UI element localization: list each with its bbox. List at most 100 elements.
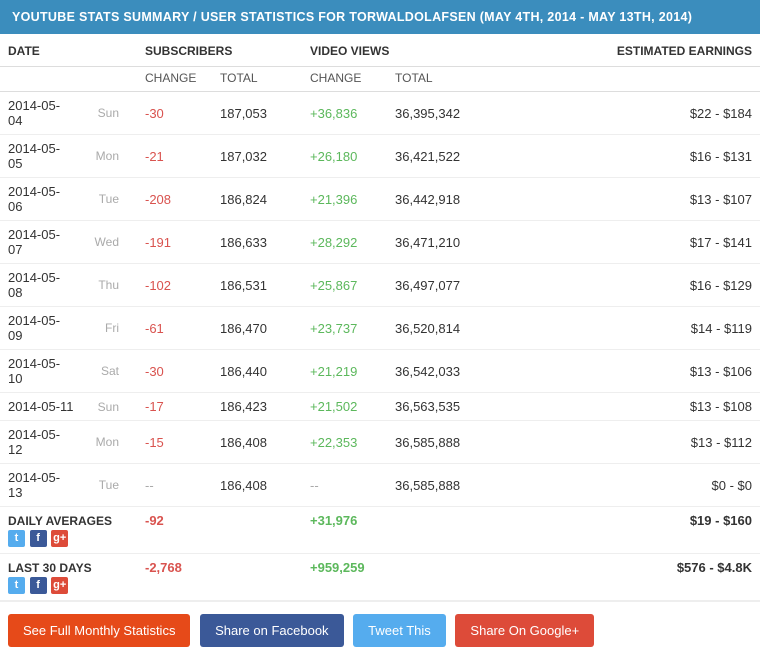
cell-view-total: 36,421,522: [387, 135, 497, 178]
table-row: 2014-05-10Sat-30186,440+21,21936,542,033…: [0, 350, 760, 393]
cell-view-total: 36,442,918: [387, 178, 497, 221]
cell-day: Tue: [82, 178, 137, 221]
share-gplus-button[interactable]: Share On Google+: [455, 614, 594, 647]
cell-view-total: 36,395,342: [387, 92, 497, 135]
cell-earnings: $13 - $112: [497, 421, 760, 464]
subhead-view-change: CHANGE: [302, 67, 387, 92]
cell-view-change: +26,180: [302, 135, 387, 178]
cell-date: 2014-05-09: [0, 307, 82, 350]
cell-earnings: $13 - $106: [497, 350, 760, 393]
last30-sub: -2,768: [137, 554, 212, 578]
daily-avg-label: DAILY AVERAGES: [0, 507, 137, 531]
cell-day: Sat: [82, 350, 137, 393]
table-row: 2014-05-07Wed-191186,633+28,29236,471,21…: [0, 221, 760, 264]
cell-sub-total: 187,053: [212, 92, 302, 135]
cell-sub-change: -21: [137, 135, 212, 178]
cell-sub-total: 186,531: [212, 264, 302, 307]
table-row: 2014-05-12Mon-15186,408+22,35336,585,888…: [0, 421, 760, 464]
cell-date: 2014-05-11: [0, 393, 82, 421]
last30-view: +959,259: [302, 554, 387, 578]
table-row: 2014-05-09Fri-61186,470+23,73736,520,814…: [0, 307, 760, 350]
daily-avg-sub: -92: [137, 507, 212, 531]
cell-day: Mon: [82, 421, 137, 464]
table-row: 2014-05-04Sun-30187,053+36,83636,395,342…: [0, 92, 760, 135]
cell-sub-change: -30: [137, 350, 212, 393]
cell-view-change: +22,353: [302, 421, 387, 464]
cell-view-change: +28,292: [302, 221, 387, 264]
cell-sub-total: 187,032: [212, 135, 302, 178]
cell-view-total: 36,471,210: [387, 221, 497, 264]
cell-sub-change: -61: [137, 307, 212, 350]
cell-day: Tue: [82, 464, 137, 507]
cell-sub-total: 186,633: [212, 221, 302, 264]
subhead-blank: [0, 67, 137, 92]
cell-view-change: +21,502: [302, 393, 387, 421]
cell-sub-total: 186,408: [212, 464, 302, 507]
facebook-icon[interactable]: f: [30, 577, 47, 594]
cell-sub-change: -15: [137, 421, 212, 464]
twitter-icon[interactable]: t: [8, 577, 25, 594]
tweet-button[interactable]: Tweet This: [353, 614, 446, 647]
col-date: DATE: [0, 34, 137, 67]
cell-day: Thu: [82, 264, 137, 307]
cell-earnings: $14 - $119: [497, 307, 760, 350]
table-row: 2014-05-13Tue--186,408--36,585,888$0 - $…: [0, 464, 760, 507]
cell-date: 2014-05-07: [0, 221, 82, 264]
cell-view-total: 36,585,888: [387, 421, 497, 464]
cell-date: 2014-05-13: [0, 464, 82, 507]
cell-date: 2014-05-05: [0, 135, 82, 178]
daily-avg-earn: $19 - $160: [497, 507, 760, 531]
cell-view-total: 36,585,888: [387, 464, 497, 507]
cell-earnings: $13 - $108: [497, 393, 760, 421]
cell-sub-change: -17: [137, 393, 212, 421]
cell-day: Mon: [82, 135, 137, 178]
share-facebook-button[interactable]: Share on Facebook: [200, 614, 343, 647]
cell-date: 2014-05-08: [0, 264, 82, 307]
cell-sub-total: 186,440: [212, 350, 302, 393]
cell-sub-total: 186,824: [212, 178, 302, 221]
cell-view-total: 36,497,077: [387, 264, 497, 307]
cell-day: Sun: [82, 92, 137, 135]
cell-date: 2014-05-04: [0, 92, 82, 135]
twitter-icon[interactable]: t: [8, 530, 25, 547]
table-row: 2014-05-11Sun-17186,423+21,50236,563,535…: [0, 393, 760, 421]
table-row: 2014-05-08Thu-102186,531+25,86736,497,07…: [0, 264, 760, 307]
subhead-sub-change: CHANGE: [137, 67, 212, 92]
cell-sub-change: -191: [137, 221, 212, 264]
cell-view-change: +21,219: [302, 350, 387, 393]
table-row: 2014-05-06Tue-208186,824+21,39636,442,91…: [0, 178, 760, 221]
last30-label: LAST 30 DAYS: [0, 554, 137, 578]
button-row: See Full Monthly Statistics Share on Fac…: [0, 601, 760, 661]
cell-earnings: $13 - $107: [497, 178, 760, 221]
col-views: VIDEO VIEWS: [302, 34, 497, 67]
cell-view-total: 36,542,033: [387, 350, 497, 393]
full-stats-button[interactable]: See Full Monthly Statistics: [8, 614, 190, 647]
cell-date: 2014-05-10: [0, 350, 82, 393]
cell-earnings: $16 - $131: [497, 135, 760, 178]
cell-sub-change: -30: [137, 92, 212, 135]
gplus-icon[interactable]: g+: [51, 530, 68, 547]
cell-earnings: $0 - $0: [497, 464, 760, 507]
gplus-icon[interactable]: g+: [51, 577, 68, 594]
cell-date: 2014-05-06: [0, 178, 82, 221]
cell-earnings: $17 - $141: [497, 221, 760, 264]
cell-view-total: 36,563,535: [387, 393, 497, 421]
cell-view-change: +25,867: [302, 264, 387, 307]
stats-table: DATE SUBSCRIBERS VIDEO VIEWS ESTIMATED E…: [0, 34, 760, 601]
cell-day: Fri: [82, 307, 137, 350]
facebook-icon[interactable]: f: [30, 530, 47, 547]
panel-header: YOUTUBE STATS SUMMARY / USER STATISTICS …: [0, 0, 760, 34]
subhead-view-total: TOTAL: [387, 67, 497, 92]
cell-sub-change: -208: [137, 178, 212, 221]
subhead-earn-blank: [497, 67, 760, 92]
daily-avg-view: +31,976: [302, 507, 387, 531]
cell-view-total: 36,520,814: [387, 307, 497, 350]
col-subscribers: SUBSCRIBERS: [137, 34, 302, 67]
cell-view-change: --: [302, 464, 387, 507]
cell-view-change: +36,836: [302, 92, 387, 135]
cell-day: Sun: [82, 393, 137, 421]
table-row: 2014-05-05Mon-21187,032+26,18036,421,522…: [0, 135, 760, 178]
cell-day: Wed: [82, 221, 137, 264]
cell-sub-change: -102: [137, 264, 212, 307]
subhead-sub-total: TOTAL: [212, 67, 302, 92]
